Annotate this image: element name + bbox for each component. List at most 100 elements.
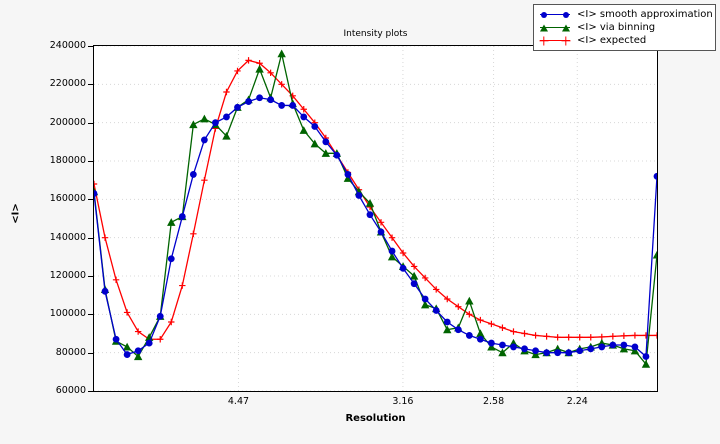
data-point-marker xyxy=(620,332,628,339)
grid-lines xyxy=(94,46,657,391)
data-point-marker xyxy=(267,96,275,104)
data-point-marker xyxy=(377,219,385,226)
data-point-marker xyxy=(289,102,297,109)
data-point-marker xyxy=(234,103,241,111)
data-point-marker xyxy=(344,171,352,178)
data-point-marker xyxy=(587,345,595,353)
y-tick-label: 180000 xyxy=(49,155,86,166)
legend-label-smooth-approximation: <I> smooth approximation xyxy=(577,9,713,20)
data-point-marker xyxy=(278,102,286,109)
data-point-marker xyxy=(598,343,606,351)
series-line xyxy=(94,53,657,366)
data-point-marker xyxy=(355,192,363,199)
data-point-marker xyxy=(112,276,120,284)
legend-item-via-binning[interactable]: <I> via binning xyxy=(538,21,711,34)
data-point-marker xyxy=(377,228,385,236)
data-point-marker xyxy=(465,332,473,339)
data-point-marker xyxy=(366,211,374,219)
data-point-marker xyxy=(321,149,331,157)
data-point-marker xyxy=(409,271,419,280)
data-point-marker xyxy=(641,359,651,368)
data-point-marker xyxy=(543,333,550,340)
data-point-marker xyxy=(488,320,495,328)
y-tick-mark xyxy=(88,276,93,277)
y-tick-mark xyxy=(88,314,93,316)
data-point-marker xyxy=(421,295,429,303)
data-point-marker xyxy=(322,138,330,146)
data-point-marker xyxy=(576,334,583,341)
data-point-marker xyxy=(487,342,496,351)
data-point-marker xyxy=(134,347,142,355)
data-point-marker xyxy=(619,344,629,353)
data-point-marker xyxy=(223,113,230,121)
data-point-marker xyxy=(565,349,573,357)
data-point-marker xyxy=(133,352,143,361)
data-point-marker xyxy=(300,106,307,113)
data-point-marker xyxy=(112,335,120,343)
data-point-marker xyxy=(310,139,319,148)
data-point-marker xyxy=(343,174,353,182)
data-point-marker xyxy=(510,328,517,335)
data-point-marker xyxy=(477,316,484,324)
y-tick-label: 80000 xyxy=(55,346,86,358)
data-point-marker xyxy=(189,171,197,178)
data-point-marker xyxy=(587,334,594,341)
x-tick-label: 3.16 xyxy=(392,396,414,407)
data-point-marker xyxy=(476,329,485,338)
y-tick-mark xyxy=(88,199,93,201)
data-point-marker xyxy=(299,126,308,134)
data-point-marker xyxy=(466,311,473,318)
x-tick-label: 2.24 xyxy=(566,396,588,407)
data-point-marker xyxy=(277,49,286,58)
legend-item-expected[interactable]: <I> expected xyxy=(538,34,711,47)
data-point-marker xyxy=(554,334,561,341)
data-point-marker xyxy=(554,349,562,357)
data-point-marker xyxy=(255,64,264,73)
data-point-marker xyxy=(365,198,375,207)
data-point-marker xyxy=(223,88,230,96)
y-tick-label: 140000 xyxy=(49,231,86,243)
y-tick-label: 120000 xyxy=(49,270,86,281)
data-point-marker xyxy=(200,114,209,123)
data-point-marker xyxy=(631,332,639,339)
legend-label-via-binning: <I> via binning xyxy=(577,22,656,33)
legend-item-smooth-approximation[interactable]: <I> smooth approximation xyxy=(538,8,713,21)
data-point-marker xyxy=(652,250,657,259)
data-point-marker xyxy=(201,176,208,184)
legend-swatch-via-binning xyxy=(538,22,572,34)
data-point-marker xyxy=(189,120,198,129)
y-tick-mark xyxy=(88,352,93,354)
data-point-marker xyxy=(388,247,396,255)
data-point-marker xyxy=(609,341,617,349)
y-tick-mark xyxy=(88,122,93,124)
data-point-marker xyxy=(157,336,164,343)
data-point-marker xyxy=(388,234,396,241)
data-point-marker xyxy=(267,69,274,77)
legend-swatch-expected xyxy=(538,35,572,47)
data-point-marker xyxy=(532,332,539,339)
data-point-marker xyxy=(565,334,572,341)
data-point-marker xyxy=(234,67,241,75)
data-point-marker xyxy=(256,94,263,102)
series-line xyxy=(94,59,657,340)
data-point-marker xyxy=(498,348,507,357)
x-axis-label: Resolution xyxy=(345,413,406,424)
y-tick-label: 100000 xyxy=(49,308,86,320)
data-point-marker xyxy=(521,345,528,353)
data-point-marker xyxy=(420,300,430,309)
plot-area xyxy=(93,45,658,392)
data-point-marker xyxy=(167,255,175,263)
data-point-marker xyxy=(488,339,495,347)
chart-title: Intensity plots xyxy=(343,29,408,39)
data-point-marker xyxy=(101,287,109,295)
data-point-marker xyxy=(156,312,164,320)
data-point-marker xyxy=(576,347,584,355)
data-point-marker xyxy=(499,324,506,331)
series-lines xyxy=(94,49,657,368)
y-tick-mark xyxy=(88,391,93,392)
legend: <I> smooth approximation <I> via binning… xyxy=(533,4,716,51)
data-point-marker xyxy=(278,81,285,88)
data-point-marker xyxy=(433,286,440,293)
data-point-marker xyxy=(631,343,639,351)
data-point-marker xyxy=(245,57,252,64)
